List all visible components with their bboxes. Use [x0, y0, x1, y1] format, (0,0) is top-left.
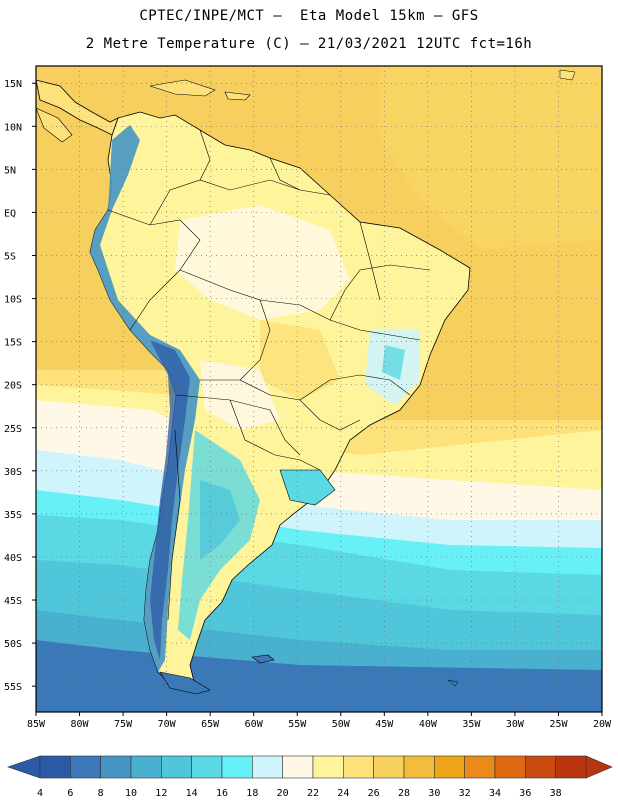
colorbar-swatch [494, 755, 526, 779]
andes-cold-region [90, 125, 200, 672]
latitude-tick-label: 10N [4, 122, 22, 133]
longitude-tick-label: 25W [549, 719, 568, 730]
latitude-tick-label: 5N [4, 165, 16, 176]
colorbar-high-arrow [585, 755, 613, 779]
colorbar-label: 38 [550, 788, 562, 799]
colorbar-label: 30 [428, 788, 440, 799]
country-borders [107, 129, 431, 621]
colorbar-label: 10 [125, 788, 137, 799]
colorbar-label: 26 [368, 788, 380, 799]
colorbar-swatch [434, 755, 465, 779]
latitude-tick-label: 5S [4, 251, 16, 262]
colorbar-swatch [282, 755, 314, 779]
latitude-tick-label: EQ [4, 208, 16, 219]
longitude-tick-label: 50W [332, 719, 351, 730]
latitude-tick-label: 15N [4, 79, 22, 90]
colorbar-swatch [555, 755, 587, 779]
colorbar-swatch [373, 755, 405, 779]
temperature-field [36, 66, 602, 712]
colorbar-label: 32 [459, 788, 471, 799]
colorbar-swatch [130, 755, 162, 779]
latitude-tick-label: 50S [4, 639, 22, 650]
longitude-tick-label: 20W [593, 719, 612, 730]
longitude-tick-label: 60W [245, 719, 264, 730]
latitude-tick-label: 25S [4, 424, 22, 435]
colorbar-swatch [343, 755, 374, 779]
colorbar-low-arrow [7, 755, 41, 779]
longitude-tick-label: 45W [375, 719, 394, 730]
colorbar-swatch [70, 755, 101, 779]
colorbar-swatch [525, 755, 556, 779]
axis-ticks: 15N 10N 5N EQ 5S 10S 15S 20S 25S 30S 35S 40S 45S 50S 5… [4, 79, 612, 730]
latitude-tick-label: 15S [4, 338, 22, 349]
colorbar: 4 6 8 10 12 14 16 18 20 22 24 26 28 30 32 34 36 38 [7, 755, 613, 799]
longitude-tick-label: 55W [288, 719, 307, 730]
colorbar-label: 14 [186, 788, 198, 799]
map-title-line1: CPTEC/INPE/MCT – Eta Model 15km – GFS [139, 8, 479, 24]
latitude-tick-label: 45S [4, 596, 22, 607]
latitude-tick-label: 35S [4, 510, 22, 521]
colorbar-swatch [312, 755, 344, 779]
colorbar-label: 16 [216, 788, 228, 799]
colorbar-swatch [39, 755, 71, 779]
colorbar-swatch [221, 755, 253, 779]
colorbar-swatch [403, 755, 435, 779]
longitude-tick-label: 85W [27, 719, 46, 730]
colorbar-swatch [191, 755, 223, 779]
latitude-tick-label: 30S [4, 467, 22, 478]
colorbar-label: 12 [155, 788, 167, 799]
central-america-land [36, 79, 119, 136]
map-frame [35, 65, 603, 713]
longitude-tick-label: 40W [419, 719, 438, 730]
colorbar-label: 36 [519, 788, 531, 799]
latitude-tick-label: 20S [4, 381, 22, 392]
longitude-tick-label: 70W [158, 719, 177, 730]
latitude-tick-label: 55S [4, 682, 22, 693]
map-title-line2: 2 Metre Temperature (C) – 21/03/2021 12U… [85, 36, 533, 52]
longitude-tick-label: 35W [462, 719, 481, 730]
colorbar-label: 4 [37, 788, 43, 799]
longitude-tick-label: 80W [71, 719, 90, 730]
longitude-tick-label: 65W [201, 719, 220, 730]
colorbar-swatch [161, 755, 192, 779]
colorbar-label: 6 [67, 788, 73, 799]
colorbar-label: 28 [398, 788, 410, 799]
longitude-tick-label: 30W [506, 719, 525, 730]
colorbar-label: 8 [98, 788, 104, 799]
colorbar-swatch [464, 755, 496, 779]
colorbar-label: 24 [337, 788, 349, 799]
colorbar-label: 34 [489, 788, 501, 799]
colorbar-label: 22 [307, 788, 319, 799]
colorbar-swatch [100, 755, 132, 779]
latitude-tick-label: 40S [4, 553, 22, 564]
latitude-tick-label: 10S [4, 295, 22, 306]
colorbar-label: 18 [246, 788, 258, 799]
longitude-tick-label: 75W [114, 719, 133, 730]
colorbar-label: 20 [277, 788, 289, 799]
colorbar-swatch [252, 755, 283, 779]
